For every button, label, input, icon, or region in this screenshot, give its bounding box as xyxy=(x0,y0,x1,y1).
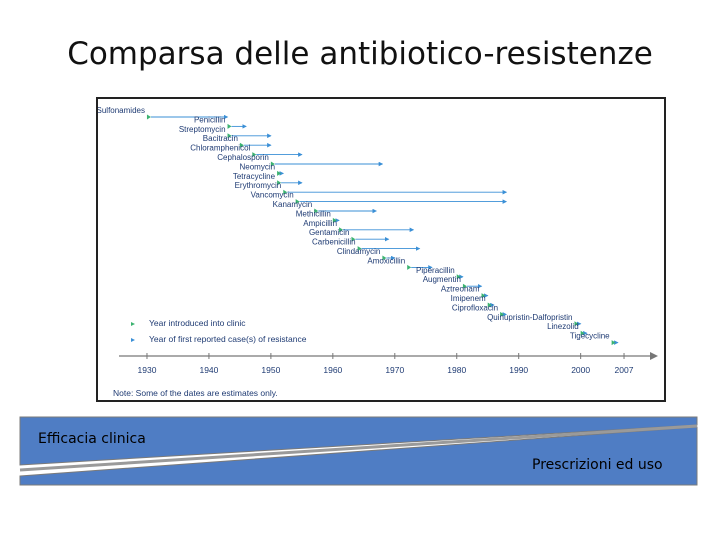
introduced-marker xyxy=(481,293,486,299)
x-axis-arrow xyxy=(650,352,658,360)
band-prescriptions-usage xyxy=(19,426,698,486)
introduced-marker xyxy=(407,264,412,270)
x-tick-label: 1950 xyxy=(261,365,280,375)
x-tick-label: 1960 xyxy=(323,365,342,375)
clinical-efficacy-label: Efficacia clinica xyxy=(38,431,146,447)
antibiotic-label: Chloramphenicol xyxy=(190,144,250,153)
introduced-marker xyxy=(462,283,467,289)
introduced-marker xyxy=(314,208,319,214)
antibiotic-label: Ampicillin xyxy=(303,219,337,228)
introduced-marker xyxy=(332,217,337,223)
introduced-marker xyxy=(146,114,151,120)
legend-label: Year of first reported case(s) of resist… xyxy=(149,334,307,344)
antibiotic-label: Streptomycin xyxy=(179,125,226,134)
antibiotic-label: Aztreonam xyxy=(441,285,480,294)
introduced-marker xyxy=(351,236,356,242)
introduced-marker xyxy=(227,133,232,139)
antibiotic-label: Linezolid xyxy=(547,322,579,331)
x-tick-label: 1990 xyxy=(509,365,528,375)
antibiotic-label: Methicillin xyxy=(296,209,331,218)
antibiotic-label: Clindamycin xyxy=(337,247,381,256)
chart-frame: ANTIBIOTIC 1930 1940 1950 1960 1970 1980 1990 20… xyxy=(96,97,666,402)
introduced-marker xyxy=(487,302,492,308)
introduced-marker xyxy=(357,246,362,252)
introduced-marker xyxy=(252,152,257,158)
introduced-marker xyxy=(500,311,505,317)
antibiotic-label: Penicillin xyxy=(194,115,226,124)
x-tick-label: 2007 xyxy=(615,365,634,375)
antibiotic-label: Gentamicin xyxy=(309,228,349,237)
x-tick-label: 1980 xyxy=(447,365,466,375)
prescriptions-usage-label: Prescrizioni ed uso xyxy=(532,457,663,473)
x-tick-label: 1930 xyxy=(138,365,157,375)
antibiotic-label: Bacitracin xyxy=(203,134,238,143)
introduced-marker xyxy=(611,340,616,346)
antibiotic-label: Erythromycin xyxy=(235,181,282,190)
antibiotic-label: Sulfonamides xyxy=(98,106,145,115)
introduced-marker xyxy=(277,180,282,186)
y-axis-label: ANTIBIOTIC xyxy=(98,226,100,271)
legend-label: Year introduced into clinic xyxy=(149,318,246,328)
antibiotic-label: Imipenem xyxy=(451,294,486,303)
antibiotic-label: Ciprofloxacin xyxy=(452,303,498,312)
introduced-marker xyxy=(382,255,387,261)
antibiotic-label: Tigecycline xyxy=(570,332,610,341)
antibiotic-timeline-chart: ANTIBIOTIC 1930 1940 1950 1960 1970 1980 1990 20… xyxy=(98,106,658,398)
introduced-marker xyxy=(283,189,288,195)
introduced-marker xyxy=(295,199,300,205)
introduced-marker xyxy=(456,274,461,280)
introduced-marker xyxy=(339,227,344,233)
antibiotic-label: Kanamycin xyxy=(273,200,313,209)
introduced-marker xyxy=(580,330,585,336)
introduced-marker xyxy=(239,142,244,148)
slide-title: Comparsa delle antibiotico-resistenze xyxy=(67,36,653,72)
antibiotic-label: Tetracycline xyxy=(233,172,276,181)
antibiotic-label: Piperacillin xyxy=(416,266,455,275)
antibiotic-label: Carbenicillin xyxy=(312,238,356,247)
introduced-marker xyxy=(227,123,232,129)
band-clinical-efficacy xyxy=(19,416,698,466)
legend-marker xyxy=(131,322,135,326)
antibiotic-label: Amoxicillin xyxy=(367,256,405,265)
antibiotic-label: Quinupristin-Dalfopristin xyxy=(487,313,572,322)
band-divider xyxy=(19,424,698,472)
antibiotic-label: Cephalosporin xyxy=(217,153,269,162)
antibiotic-label: Augmentin xyxy=(423,275,461,284)
legend-marker xyxy=(131,338,135,342)
introduced-marker xyxy=(277,170,282,176)
chart-note: Note: Some of the dates are estimates on… xyxy=(113,388,278,398)
x-tick-label: 2000 xyxy=(571,365,590,375)
antibiotic-label: Vancomycin xyxy=(251,191,294,200)
introduced-marker xyxy=(270,161,275,167)
antibiotic-label: Neomycin xyxy=(240,162,276,171)
x-tick-label: 1970 xyxy=(385,365,404,375)
introduced-marker xyxy=(574,321,579,327)
x-tick-label: 1940 xyxy=(199,365,218,375)
